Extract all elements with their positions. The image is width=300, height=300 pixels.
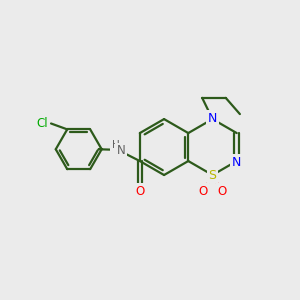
Text: O: O bbox=[135, 185, 145, 198]
Text: H: H bbox=[112, 140, 119, 150]
Text: N: N bbox=[208, 112, 217, 125]
Text: N: N bbox=[117, 144, 126, 157]
Text: Cl: Cl bbox=[36, 117, 47, 130]
Text: O: O bbox=[198, 185, 208, 198]
Text: O: O bbox=[218, 185, 227, 198]
Text: S: S bbox=[208, 169, 217, 182]
Text: N: N bbox=[232, 156, 242, 169]
